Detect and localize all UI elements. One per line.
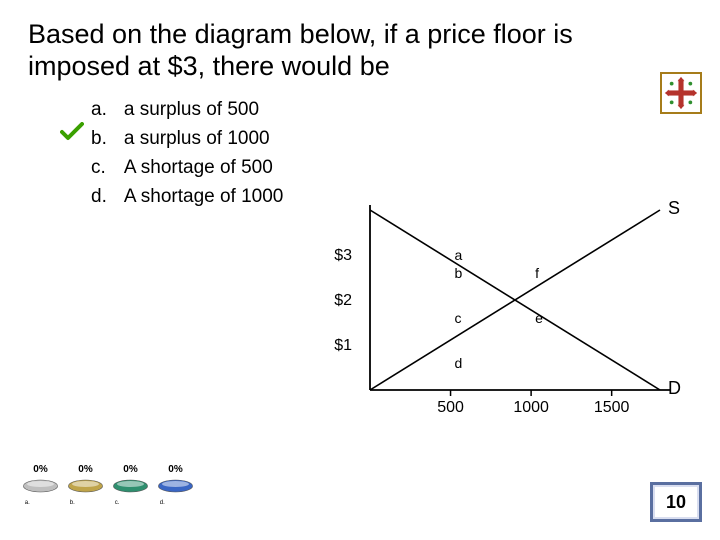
- svg-text:c.: c.: [115, 500, 120, 506]
- svg-text:b: b: [455, 265, 463, 281]
- option-text: a surplus of 1000: [123, 127, 285, 154]
- option-row[interactable]: b. a surplus of 1000: [90, 127, 284, 154]
- svg-text:b.: b.: [70, 500, 75, 506]
- svg-text:S: S: [668, 198, 680, 218]
- svg-text:500: 500: [437, 399, 464, 416]
- correct-check-icon: [60, 122, 84, 142]
- option-text: a surplus of 500: [123, 98, 285, 125]
- svg-text:0%: 0%: [123, 464, 138, 475]
- svg-text:1500: 1500: [594, 399, 630, 416]
- page-number-text: 10: [666, 492, 686, 513]
- page-number: 10: [650, 482, 702, 522]
- svg-text:1000: 1000: [513, 399, 549, 416]
- question-text: Based on the diagram below, if a price f…: [28, 18, 608, 83]
- svg-text:a.: a.: [25, 500, 30, 506]
- svg-text:d.: d.: [160, 500, 165, 506]
- svg-text:$2: $2: [334, 292, 352, 309]
- svg-text:$1: $1: [334, 337, 352, 354]
- option-letter: c.: [90, 156, 121, 183]
- response-percent-strip: 0% a. 0% b. 0% c. 0% d.: [18, 460, 198, 512]
- option-text: A shortage of 1000: [123, 185, 285, 212]
- option-text: A shortage of 500: [123, 156, 285, 183]
- option-letter: a.: [90, 98, 121, 125]
- option-letter: d.: [90, 185, 121, 212]
- option-row[interactable]: a. a surplus of 500: [90, 98, 284, 125]
- option-row[interactable]: d. A shortage of 1000: [90, 185, 284, 212]
- svg-text:0%: 0%: [33, 464, 48, 475]
- svg-text:D: D: [668, 378, 681, 398]
- option-letter: b.: [90, 127, 121, 154]
- slide: Based on the diagram below, if a price f…: [0, 0, 720, 540]
- response-widget-icon[interactable]: [660, 72, 702, 114]
- svg-text:d: d: [455, 355, 463, 371]
- svg-text:a: a: [455, 247, 463, 263]
- svg-text:e: e: [535, 310, 543, 326]
- svg-text:$3: $3: [334, 247, 352, 264]
- svg-text:f: f: [535, 265, 539, 281]
- svg-text:0%: 0%: [78, 464, 93, 475]
- svg-text:c: c: [455, 310, 462, 326]
- answer-options: a. a surplus of 500 b. a surplus of 1000…: [88, 96, 286, 214]
- svg-text:0%: 0%: [168, 464, 183, 475]
- option-row[interactable]: c. A shortage of 500: [90, 156, 284, 183]
- supply-demand-diagram: 500 1000 1500 $1 $2 $3 S Dab c d e f: [290, 190, 690, 430]
